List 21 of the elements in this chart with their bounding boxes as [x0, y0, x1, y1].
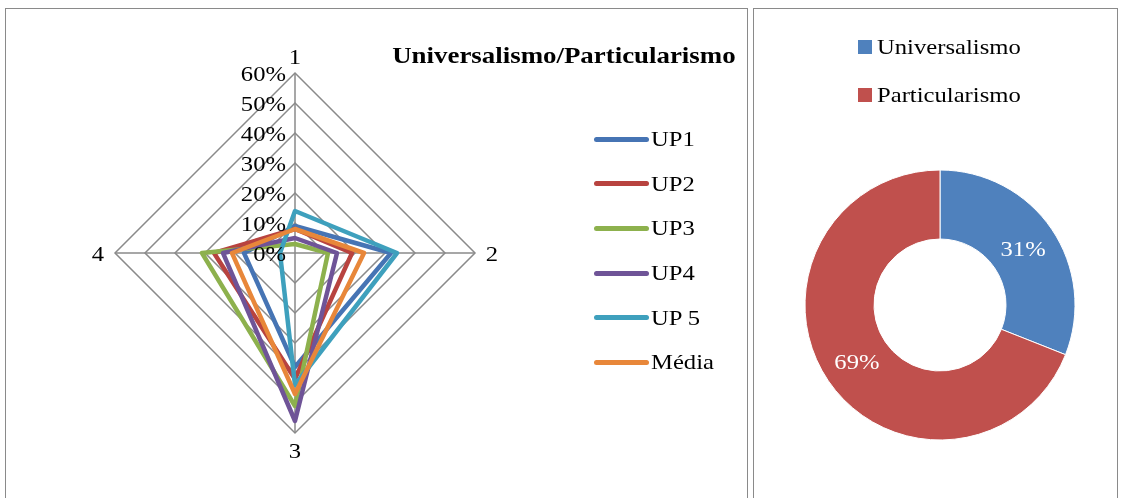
y-tick-label: 60% [240, 60, 286, 86]
spoke-label: 1 [288, 43, 302, 69]
legend-label: UP2 [651, 170, 695, 197]
data-label: 31% [1000, 236, 1046, 261]
y-tick-label: 20% [240, 180, 286, 206]
legend-label: UP1 [651, 126, 695, 153]
legend-label: Particularismo [877, 82, 1021, 108]
legend-label: UP 5 [651, 304, 701, 331]
data-label: 69% [834, 349, 880, 374]
legend-label: Média [651, 349, 714, 376]
legend-label: UP3 [651, 215, 695, 242]
y-tick-label: 40% [240, 120, 286, 146]
y-tick-label: 10% [240, 210, 286, 236]
chart-title: Universalismo/Particularismo [392, 42, 736, 68]
legend-label: Universalismo [877, 34, 1021, 60]
legend-label: UP4 [651, 260, 695, 287]
spoke-label: 4 [91, 240, 105, 266]
spoke-label: 2 [485, 240, 499, 266]
spoke-label: 3 [288, 437, 302, 463]
y-tick-label: 50% [240, 90, 286, 116]
y-tick-label: 30% [240, 150, 286, 176]
